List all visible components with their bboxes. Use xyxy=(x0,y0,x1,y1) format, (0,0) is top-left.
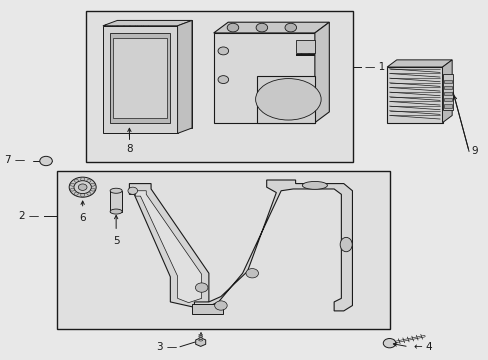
Circle shape xyxy=(78,184,87,190)
Circle shape xyxy=(299,47,310,55)
Text: 5: 5 xyxy=(113,235,119,246)
Ellipse shape xyxy=(255,78,321,120)
Circle shape xyxy=(195,283,207,292)
Circle shape xyxy=(218,76,228,84)
Text: 3 —: 3 — xyxy=(157,342,177,352)
Ellipse shape xyxy=(74,179,79,183)
Ellipse shape xyxy=(198,338,202,339)
Bar xyxy=(442,74,452,110)
Polygon shape xyxy=(177,21,192,134)
Polygon shape xyxy=(192,304,223,315)
Bar xyxy=(443,80,451,83)
Circle shape xyxy=(74,181,91,194)
Polygon shape xyxy=(142,24,147,125)
Bar xyxy=(57,171,389,329)
Text: 9: 9 xyxy=(470,146,477,156)
Text: ← 4: ← 4 xyxy=(413,342,431,352)
Ellipse shape xyxy=(81,177,84,181)
Bar xyxy=(443,92,451,95)
Circle shape xyxy=(383,338,395,348)
Polygon shape xyxy=(105,24,110,125)
Circle shape xyxy=(227,23,238,32)
Ellipse shape xyxy=(74,192,79,195)
Ellipse shape xyxy=(340,237,351,252)
Bar xyxy=(443,98,451,102)
Circle shape xyxy=(214,301,227,310)
Text: 7 —: 7 — xyxy=(4,155,25,165)
Ellipse shape xyxy=(278,93,297,105)
Polygon shape xyxy=(124,24,129,125)
Bar xyxy=(110,33,170,123)
Text: 6: 6 xyxy=(79,213,86,223)
Circle shape xyxy=(128,187,137,194)
Bar xyxy=(443,86,451,89)
Polygon shape xyxy=(314,22,328,123)
Circle shape xyxy=(245,269,258,278)
Polygon shape xyxy=(102,21,192,26)
Polygon shape xyxy=(135,191,201,303)
Bar xyxy=(295,54,314,56)
Polygon shape xyxy=(130,24,135,125)
Ellipse shape xyxy=(198,336,202,337)
Bar xyxy=(110,191,122,212)
Bar xyxy=(443,104,451,108)
Ellipse shape xyxy=(90,183,95,186)
Polygon shape xyxy=(213,22,328,33)
Polygon shape xyxy=(102,26,177,134)
Circle shape xyxy=(40,156,52,166)
Bar xyxy=(86,12,353,162)
Polygon shape xyxy=(136,24,141,125)
Ellipse shape xyxy=(270,88,305,110)
Polygon shape xyxy=(118,24,122,125)
Ellipse shape xyxy=(263,84,313,115)
Text: 8: 8 xyxy=(126,144,132,154)
Ellipse shape xyxy=(86,179,91,183)
Ellipse shape xyxy=(110,209,122,214)
Ellipse shape xyxy=(86,192,91,195)
Polygon shape xyxy=(111,24,116,125)
Polygon shape xyxy=(117,21,192,128)
Ellipse shape xyxy=(70,183,75,186)
Circle shape xyxy=(299,97,310,105)
Polygon shape xyxy=(213,33,314,123)
Circle shape xyxy=(285,23,296,32)
Ellipse shape xyxy=(81,193,84,197)
Ellipse shape xyxy=(284,97,292,102)
Bar xyxy=(257,76,314,123)
Ellipse shape xyxy=(302,181,327,189)
Circle shape xyxy=(256,23,267,32)
Polygon shape xyxy=(195,338,205,346)
Circle shape xyxy=(69,177,96,197)
Text: — 1: — 1 xyxy=(365,62,385,72)
Ellipse shape xyxy=(110,188,122,193)
Polygon shape xyxy=(442,60,451,123)
Ellipse shape xyxy=(70,188,75,191)
Polygon shape xyxy=(129,184,208,307)
Circle shape xyxy=(218,47,228,55)
Ellipse shape xyxy=(198,339,202,341)
Text: 2 —: 2 — xyxy=(19,211,39,221)
Bar xyxy=(295,40,314,53)
Ellipse shape xyxy=(198,334,202,336)
Polygon shape xyxy=(386,60,451,67)
Polygon shape xyxy=(386,67,442,123)
Polygon shape xyxy=(194,180,352,311)
Ellipse shape xyxy=(90,188,95,191)
Bar xyxy=(113,38,166,118)
